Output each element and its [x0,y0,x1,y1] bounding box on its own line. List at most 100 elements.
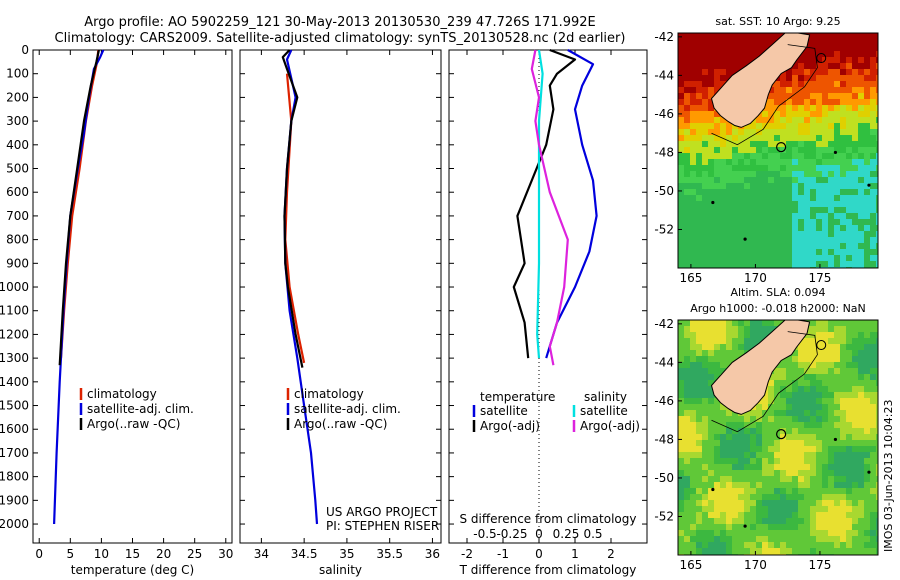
field-cell [690,75,696,81]
field-cell [786,548,792,554]
field-cell [810,129,816,135]
field-cell [786,147,792,153]
field-cell [732,153,738,159]
y-tick-label: 1500 [0,399,29,413]
field-cell [816,123,822,129]
field-cell [870,261,876,267]
field-cell [798,255,804,261]
field-cell [750,512,756,518]
field-cell [738,165,744,171]
field-cell [810,201,816,207]
field-cell [804,338,810,344]
field-cell [714,524,720,530]
field-cell [780,542,786,548]
field-cell [708,189,714,195]
field-cell [846,416,852,422]
field-cell [738,464,744,470]
field-cell [810,386,816,392]
field-cell [846,344,852,350]
field-cell [786,542,792,548]
field-cell [816,434,822,440]
field-cell [738,195,744,201]
field-cell [738,219,744,225]
field-cell [702,219,708,225]
field-cell [786,135,792,141]
field-cell [768,488,774,494]
field-cell [852,177,858,183]
field-cell [708,422,714,428]
field-cell [696,153,702,159]
field-cell [858,356,864,362]
field-cell [684,332,690,338]
field-cell [798,422,804,428]
field-cell [714,536,720,542]
field-cell [846,530,852,536]
field-cell [702,177,708,183]
field-cell [714,165,720,171]
x-tick-label: -1 [497,547,509,561]
field-cell [792,63,798,69]
field-cell [876,129,878,135]
field-cell [798,147,804,153]
field-cell [726,177,732,183]
field-cell [762,488,768,494]
field-cell [816,147,822,153]
field-cell [678,159,684,165]
field-cell [780,123,786,129]
field-cell [690,350,696,356]
field-cell [786,428,792,434]
field-cell [678,338,684,344]
field-cell [876,57,878,63]
field-cell [696,45,702,51]
field-cell [744,428,750,434]
field-cell [774,123,780,129]
field-cell [696,105,702,111]
field-cell [774,416,780,422]
field-cell [828,464,834,470]
field-cell [696,548,702,554]
field-cell [696,243,702,249]
field-cell [870,69,876,75]
field-cell [708,548,714,554]
field-cell [678,374,684,380]
field-cell [828,392,834,398]
field-cell [744,494,750,500]
field-cell [840,506,846,512]
field-cell [816,320,822,326]
field-cell [720,476,726,482]
field-cell [690,159,696,165]
field-cell [840,488,846,494]
field-cell [720,171,726,177]
field-cell [726,536,732,542]
field-cell [768,99,774,105]
field-cell [726,135,732,141]
field-cell [750,494,756,500]
field-cell [846,243,852,249]
field-cell [792,392,798,398]
field-cell [750,530,756,536]
field-cell [786,524,792,530]
field-cell [720,165,726,171]
field-cell [786,213,792,219]
field-cell [810,422,816,428]
field-cell [738,458,744,464]
field-cell [804,548,810,554]
y-tick-label: 0 [21,43,29,57]
field-cell [696,135,702,141]
field-cell [822,506,828,512]
field-cell [846,458,852,464]
field-cell [738,416,744,422]
island-marker [833,150,838,155]
field-cell [876,141,878,147]
field-cell [828,326,834,332]
field-cell [864,368,870,374]
field-cell [870,63,876,69]
field-cell [792,458,798,464]
field-cell [762,117,768,123]
field-cell [696,368,702,374]
field-cell [774,500,780,506]
field-cell [678,446,684,452]
field-cell [828,440,834,446]
field-cell [726,548,732,554]
